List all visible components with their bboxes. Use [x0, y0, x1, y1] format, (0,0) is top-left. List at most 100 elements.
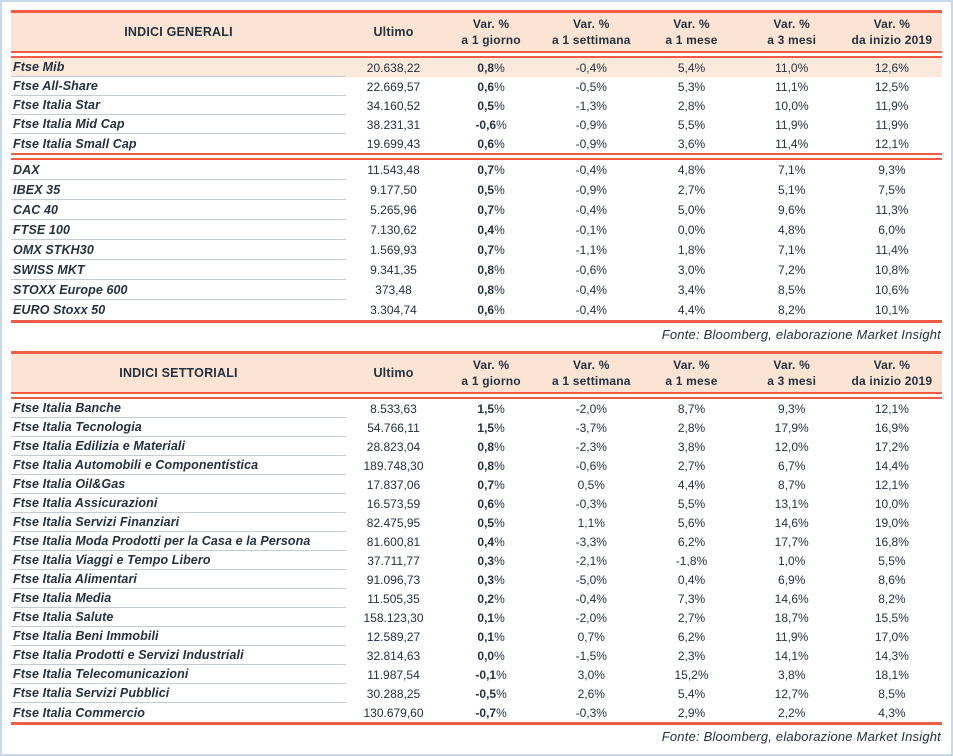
var-ytd-cell: 11,4%: [875, 243, 909, 257]
index-name-cell: FTSE 100: [11, 220, 346, 240]
table-header-row: INDICI SETTORIALI Ultimo Var. % a 1 giorn…: [11, 354, 942, 392]
table-top-border: [11, 10, 942, 13]
header-divider-line: [11, 51, 942, 58]
var-3m-cell: 3,8%: [778, 667, 806, 682]
table-row: Ftse Italia Mid Cap 38.231,31 -0,6% -0,9% 5,…: [11, 115, 942, 134]
var-1w-cell: -0,9%: [575, 136, 607, 151]
var-ytd-cell: 10,6%: [874, 283, 909, 297]
column-header-line2: a 1 giorno: [461, 33, 521, 47]
row-group: Ftse Italia Banche 8.533,63 1,5% -2,0% 8,7% 9…: [11, 399, 942, 722]
var-1w-cell: -0,6%: [575, 458, 607, 473]
ultimo-value-cell: 5.265,96: [370, 203, 417, 217]
ultimo-value-cell: 11.505,35: [367, 591, 420, 606]
index-name-cell: Ftse Italia Assicurazioni: [11, 494, 346, 513]
var-ytd-cell: 9,3%: [878, 163, 906, 177]
index-name-cell: STOXX Europe 600: [11, 280, 346, 300]
var-1g-cell: 0,8%: [477, 283, 505, 297]
var-1m-cell: 2,3%: [677, 648, 706, 663]
var-ytd-cell: 10,8%: [874, 263, 909, 277]
var-1m-cell: 7,3%: [677, 591, 706, 606]
var-1g-cell: 0,0%: [477, 648, 505, 663]
var-1m-cell: 2,8%: [677, 420, 706, 435]
table-row: Ftse Italia Salute 158.123,30 0,1% -2,0% 2,7…: [11, 608, 942, 627]
index-name-cell: OMX STKH30: [11, 240, 346, 260]
var-1m-cell: 0,0%: [677, 223, 706, 237]
var-3m-cell: 7,1%: [778, 163, 806, 177]
var-ytd-cell: 14,4%: [874, 458, 909, 473]
var-1m-cell: 5,5%: [677, 117, 706, 132]
index-name-cell: Ftse Italia Prodotti e Servizi Industria…: [11, 646, 346, 665]
var-1w-cell: -0,4%: [575, 163, 607, 177]
table-row: Ftse Italia Assicurazioni 16.573,59 0,6% -0…: [11, 494, 942, 513]
var-3m-cell: 11,4%: [775, 136, 809, 151]
var-1g-cell: 0,6%: [477, 79, 505, 94]
table-row: FTSE 100 7.130,62 0,4% -0,1% 0,0% 4,8% 6,0%: [11, 220, 942, 240]
var-3m-cell: 12,0%: [774, 439, 809, 454]
var-1w-cell: -0,9%: [575, 117, 607, 132]
var-ytd-cell: 12,5%: [874, 79, 909, 94]
var-1g-cell: -0,7%: [475, 705, 507, 720]
ultimo-value-cell: 3.304,74: [370, 303, 417, 317]
column-header-line2: a 1 settimana: [551, 33, 631, 47]
column-header-line1: Var. %: [673, 17, 710, 31]
var-3m-cell: 9,6%: [778, 203, 806, 217]
column-header-line2: a 1 giorno: [461, 374, 521, 388]
table-body: Ftse Italia Banche 8.533,63 1,5% -2,0% 8,7% 9…: [11, 399, 942, 722]
index-name-cell: SWISS MKT: [11, 260, 346, 280]
var-1g-cell: 0,7%: [477, 203, 505, 217]
var-3m-cell: 7,1%: [778, 243, 806, 257]
table-row: Ftse Italia Star 34.160,52 0,5% -1,3% 2,8% 10…: [11, 96, 942, 115]
var-3m-cell: 8,7%: [778, 477, 806, 492]
var-1w-cell: 2,6%: [577, 686, 605, 701]
source-caption: Fonte: Bloomberg, elaborazione Market In…: [661, 327, 941, 342]
var-1w-cell: -2,1%: [575, 553, 607, 568]
var-3m-cell: 8,2%: [778, 303, 806, 317]
var-1g-cell: 0,1%: [477, 610, 505, 625]
var-3m-cell: 7,2%: [778, 263, 806, 277]
table-row: Ftse Italia Servizi Pubblici 30.288,25 -0,…: [11, 684, 942, 703]
index-name-cell: Ftse Italia Telecomunicazioni: [11, 665, 346, 684]
var-ytd-cell: 8,5%: [878, 686, 906, 701]
index-name-cell: Ftse Italia Salute: [11, 608, 346, 627]
table-row: Ftse Italia Beni Immobili 12.589,27 0,1% 0,…: [11, 627, 942, 646]
var-1m-cell: 3,6%: [677, 136, 706, 151]
ultimo-value-cell: 38.231,31: [366, 117, 421, 132]
var-3m-cell: 9,3%: [778, 401, 806, 416]
column-header-var-3m: Var. % a 3 mesi: [742, 357, 842, 389]
var-3m-cell: 11,1%: [775, 79, 809, 94]
column-header-var-3m: Var. % a 3 mesi: [742, 16, 842, 48]
table-row: DAX 11.543,48 0,7% -0,4% 4,8% 7,1% 9,3%: [11, 160, 942, 180]
var-ytd-cell: 4,3%: [878, 705, 906, 720]
var-1g-cell: -0,1%: [475, 667, 507, 682]
index-name-cell: Ftse Italia Mid Cap: [11, 115, 346, 134]
table-row: Ftse Italia Prodotti e Servizi Industria…: [11, 646, 942, 665]
source-caption: Fonte: Bloomberg, elaborazione Market In…: [661, 729, 941, 744]
var-ytd-cell: 15,5%: [874, 610, 909, 625]
var-1w-cell: -0,4%: [575, 283, 607, 297]
var-3m-cell: 1,0%: [778, 553, 806, 568]
ultimo-value-cell: 20.638,22: [366, 60, 421, 75]
var-3m-cell: 14,1%: [774, 648, 809, 663]
index-name-cell: Ftse Italia Beni Immobili: [11, 627, 346, 646]
var-3m-cell: 12,7%: [774, 686, 809, 701]
column-header-line1: Var. %: [773, 358, 810, 372]
var-ytd-cell: 12,1%: [874, 136, 909, 151]
table-row: Ftse Italia Alimentari 91.096,73 0,3% -5,0%…: [11, 570, 942, 589]
ultimo-value-cell: 7.130,62: [370, 223, 417, 237]
indici-generali-table: INDICI GENERALI Ultimo Var. % a 1 giorno V…: [11, 10, 942, 342]
ultimo-value-cell: 54.766,11: [367, 420, 420, 435]
var-1g-cell: 0,6%: [477, 496, 505, 511]
var-3m-cell: 11,9%: [775, 117, 809, 132]
index-name-cell: Ftse Italia Alimentari: [11, 570, 346, 589]
var-1m-cell: 5,4%: [677, 686, 706, 701]
var-3m-cell: 6,9%: [778, 572, 806, 587]
table-row: Ftse Italia Small Cap 19.699,43 0,6% -0,9% 3…: [11, 134, 942, 153]
var-1w-cell: -2,0%: [575, 610, 607, 625]
var-1w-cell: -5,0%: [575, 572, 607, 587]
var-1w-cell: -0,3%: [575, 705, 607, 720]
table-bottom-border: [11, 722, 942, 725]
table-body: Ftse Mib 20.638,22 0,8% -0,4% 5,4% 11,0% 12,6%…: [11, 58, 942, 320]
var-3m-cell: 2,2%: [778, 705, 806, 720]
var-1m-cell: 5,0%: [677, 203, 706, 217]
var-3m-cell: 14,6%: [774, 515, 809, 530]
